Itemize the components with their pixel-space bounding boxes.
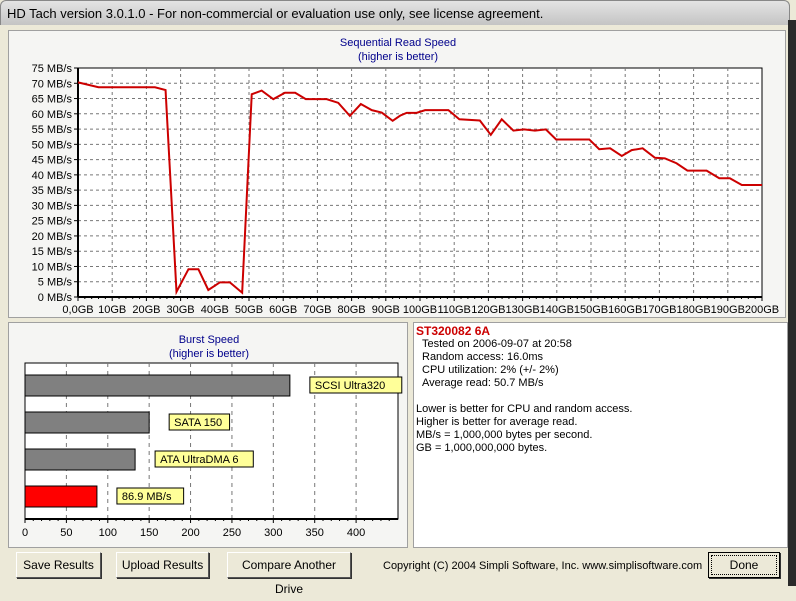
y-tick-label: 15 MB/s (32, 246, 73, 258)
compare-another-drive-button[interactable]: Compare Another Drive (227, 552, 351, 596)
x-tick-label: 160GB (608, 304, 642, 316)
y-tick-label: 35 MB/s (32, 185, 73, 197)
done-button[interactable]: Done (708, 552, 780, 578)
y-tick-label: 45 MB/s (32, 155, 73, 167)
bar-label: SATA 150 (174, 417, 222, 429)
bar-label-box (168, 413, 231, 431)
bar-label-box (116, 487, 185, 505)
x-tick-label: 400 (347, 527, 365, 539)
x-tick-label: 10GB (98, 304, 126, 316)
burst-chart-title: Burst Speed (178, 334, 240, 346)
info-panel (413, 322, 788, 548)
save-results-button[interactable]: Save Results (16, 552, 101, 578)
bar-label-box (154, 450, 254, 468)
x-tick-label: 130GB (505, 304, 539, 316)
average-read: Average read: 50.7 MB/s (422, 377, 544, 389)
x-tick-label: 0,0GB (62, 304, 93, 316)
x-tick-label: 80GB (338, 304, 366, 316)
x-tick-label: 350 (306, 527, 324, 539)
seq-chart-subtitle: (higher is better) (357, 51, 439, 63)
title-bar: HD Tach version 3.0.1.0 - For non-commer… (0, 0, 790, 25)
y-tick-label: 55 MB/s (32, 124, 73, 136)
results-info: ST320082 6A Tested on 2006-09-07 at 20:5… (416, 325, 632, 455)
burst-bar (24, 448, 136, 471)
y-tick-label: 60 MB/s (32, 109, 73, 121)
bar-label: ATA UltraDMA 6 (160, 454, 238, 466)
x-tick-label: 140GB (540, 304, 574, 316)
burst-speed-chart: 0 50 100 150 200 250 300 350 400 SCSI Ultra320 SAT… (22, 362, 403, 539)
y-tick-label: 5 MB/s (38, 277, 73, 289)
tested-date: Tested on 2006-09-07 at 20:58 (422, 338, 572, 350)
note: MB/s = 1,000,000 bytes per second. (416, 429, 593, 441)
x-tick-label: 60GB (269, 304, 297, 316)
y-tick-label: 25 MB/s (32, 216, 73, 228)
y-tick-label: 70 MB/s (32, 78, 73, 90)
window-edge (788, 20, 796, 586)
x-tick-label: 20GB (132, 304, 160, 316)
x-tick-label: 120GB (471, 304, 505, 316)
burst-bar (24, 411, 150, 434)
bar-label-box (309, 376, 403, 394)
burst-chart-subtitle: (higher is better) (168, 348, 250, 360)
y-tick-label: 65 MB/s (32, 94, 73, 106)
x-tick-label: 100 (99, 527, 117, 539)
bar-label: SCSI Ultra320 (315, 380, 385, 392)
x-tick-label: 170GB (642, 304, 676, 316)
y-tick-label: 75 MB/s (32, 63, 73, 75)
upload-results-button[interactable]: Upload Results (116, 552, 209, 578)
drive-name: ST320082 6A (416, 324, 491, 338)
x-tick-label: 30GB (167, 304, 195, 316)
window-title: HD Tach version 3.0.1.0 - For non-commer… (7, 6, 544, 21)
sequential-read-chart: 0,0GB 10GB 20GB 30GB 40GB 50GB 60GB 70GB 80GB 90G… (32, 63, 779, 316)
x-tick-label: 100GB (403, 304, 437, 316)
copyright: Copyright (C) 2004 Simpli Software, Inc.… (383, 560, 703, 572)
y-tick-label: 20 MB/s (32, 231, 73, 243)
x-tick-label: 40GB (201, 304, 229, 316)
y-tick-label: 40 MB/s (32, 170, 73, 182)
y-tick-label: 30 MB/s (32, 200, 73, 212)
y-tick-label: 10 MB/s (32, 261, 73, 273)
x-tick-label: 50 (60, 527, 72, 539)
x-tick-label: 0 (22, 527, 28, 539)
burst-bar (24, 485, 98, 508)
x-tick-label: 250 (223, 527, 241, 539)
x-tick-label: 150GB (574, 304, 608, 316)
x-tick-label: 70GB (303, 304, 331, 316)
x-tick-label: 150 (140, 527, 158, 539)
read-speed-line (77, 81, 762, 296)
x-tick-label: 50GB (235, 304, 263, 316)
x-tick-label: 200GB (745, 304, 779, 316)
x-tick-label: 90GB (372, 304, 400, 316)
cpu-utilization: CPU utilization: 2% (+/- 2%) (422, 364, 559, 376)
y-tick-label: 0 MB/s (38, 292, 73, 304)
note: Lower is better for CPU and random acces… (416, 403, 633, 415)
x-tick-label: 300 (264, 527, 282, 539)
note: GB = 1,000,000,000 bytes. (416, 442, 548, 454)
y-tick-label: 50 MB/s (32, 139, 73, 151)
x-tick-label: 200 (181, 527, 199, 539)
x-tick-label: 190GB (711, 304, 745, 316)
note: Higher is better for average read. (416, 416, 578, 428)
bar-label: 86.9 MB/s (122, 491, 172, 503)
x-tick-label: 110GB (437, 304, 470, 316)
random-access: Random access: 16.0ms (422, 351, 544, 363)
burst-bar (24, 374, 291, 397)
seq-chart-title: Sequential Read Speed (339, 37, 457, 49)
x-tick-label: 180GB (676, 304, 710, 316)
